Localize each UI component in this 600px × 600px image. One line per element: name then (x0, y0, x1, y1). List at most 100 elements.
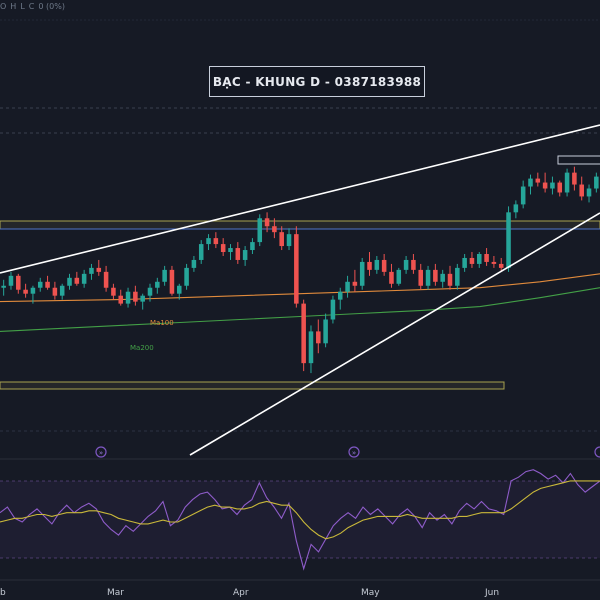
candle-body (418, 269, 423, 286)
candle (294, 226, 299, 308)
candle (89, 263, 94, 280)
candle-body (425, 269, 431, 286)
candle-body (250, 242, 255, 251)
ohlc-change: 0 (0%) (38, 2, 65, 11)
candle-body (111, 287, 116, 296)
candle-body (345, 281, 350, 292)
candle (140, 293, 145, 310)
candle-body (67, 277, 72, 286)
candle (330, 295, 336, 324)
candle-body (228, 248, 233, 253)
candle-body (16, 275, 21, 290)
event-marker-icon: » (99, 449, 103, 457)
candle-body (74, 277, 80, 284)
candle (272, 218, 277, 239)
candle (242, 246, 248, 266)
candle-body (177, 285, 182, 294)
candle-body (337, 291, 343, 300)
candle-body (491, 261, 497, 264)
candle-body (155, 281, 160, 288)
upper-trendline (0, 124, 600, 274)
candle (206, 234, 211, 251)
candle-body (447, 273, 453, 286)
candle-body (455, 267, 460, 286)
ohlc-open: O (0, 2, 7, 11)
ma-line (0, 287, 600, 332)
candle-body (528, 178, 533, 187)
event-marker-icon (95, 446, 107, 458)
candle (359, 257, 365, 290)
chart-title-box[interactable]: BẠC - KHUNG D - 0387183988 (209, 66, 425, 97)
candle (250, 238, 255, 254)
candle (257, 214, 263, 247)
candle (59, 283, 65, 300)
candle-body (572, 172, 577, 185)
rsi-pane (0, 469, 600, 571)
candle-body (89, 267, 94, 274)
candle (133, 285, 138, 306)
x-axis-label: Apr (233, 588, 249, 598)
candle-body (308, 331, 314, 364)
ma200-label: Ma200 (130, 344, 154, 352)
candle (169, 265, 175, 296)
candle-body (484, 254, 489, 262)
candle-body (162, 269, 167, 282)
event-markers[interactable]: » » (95, 446, 600, 458)
event-marker-icon: » (352, 449, 356, 457)
candle (462, 254, 467, 272)
candle-body (594, 176, 599, 189)
candle (67, 273, 72, 290)
candle-body (477, 254, 482, 264)
candle-body (550, 182, 555, 189)
candle-body (506, 212, 511, 268)
candle-body (191, 259, 197, 268)
ma-line (0, 273, 600, 303)
candle (542, 172, 548, 193)
candle-body (220, 244, 226, 253)
candle-body (381, 259, 387, 272)
candle-body (206, 238, 211, 245)
x-axis-label: Jun (485, 588, 500, 598)
candle (579, 176, 584, 201)
candle-body (557, 182, 563, 193)
ma100-label: Ma100 (150, 319, 174, 327)
candle-body (23, 289, 28, 294)
candle (498, 257, 504, 272)
candle-body (564, 172, 570, 193)
candle (264, 212, 270, 233)
candle-body (52, 287, 58, 296)
candle-body (81, 273, 87, 284)
candle (550, 176, 555, 195)
ohlc-close: C (28, 2, 35, 11)
candle (213, 232, 219, 249)
candle-body (37, 281, 43, 288)
candle (81, 269, 87, 288)
candle-body (133, 291, 138, 302)
support-zone (0, 381, 505, 390)
candle (235, 242, 241, 264)
candle (469, 252, 475, 268)
candle (389, 263, 394, 288)
trendlines (0, 124, 600, 456)
candle (301, 299, 306, 372)
candle (308, 325, 314, 374)
candle-body (301, 303, 306, 364)
candle-body (469, 257, 475, 264)
candle (586, 184, 592, 203)
x-axis-label: May (361, 588, 380, 598)
candle-body (389, 271, 394, 284)
candle (8, 271, 14, 290)
candle (352, 269, 358, 292)
candles (1, 166, 599, 374)
candle-body (498, 263, 504, 268)
candle-body (396, 269, 402, 284)
candle-body (103, 271, 109, 288)
x-axis-label: b (0, 588, 6, 598)
candle (147, 283, 153, 302)
candle (374, 255, 380, 274)
candle (506, 206, 511, 272)
candle-body (367, 261, 372, 270)
